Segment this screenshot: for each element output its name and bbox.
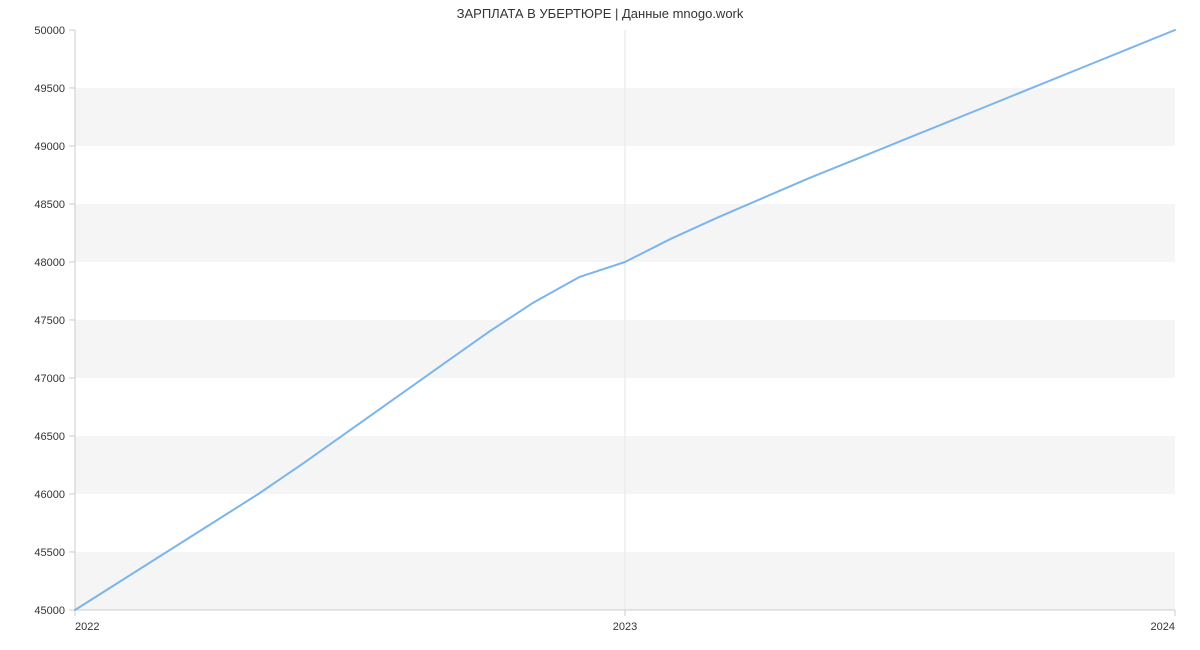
svg-text:47000: 47000 [34,373,65,385]
svg-text:49000: 49000 [34,141,65,153]
svg-text:47500: 47500 [34,315,65,327]
svg-text:2024: 2024 [1151,621,1175,633]
svg-text:2023: 2023 [613,621,637,633]
svg-text:46000: 46000 [34,489,65,501]
svg-text:45500: 45500 [34,547,65,559]
svg-text:45000: 45000 [34,605,65,617]
svg-text:2022: 2022 [75,621,99,633]
svg-text:49500: 49500 [34,83,65,95]
chart-svg: 45000 45500 46000 46500 47000 47500 48000 48500… [0,0,1200,650]
svg-text:48500: 48500 [34,199,65,211]
svg-text:50000: 50000 [34,25,65,37]
svg-text:48000: 48000 [34,257,65,269]
svg-text:46500: 46500 [34,431,65,443]
salary-line-chart: ЗАРПЛАТА В УБЕРТЮРЕ | Данные mnogo.work … [0,0,1200,650]
